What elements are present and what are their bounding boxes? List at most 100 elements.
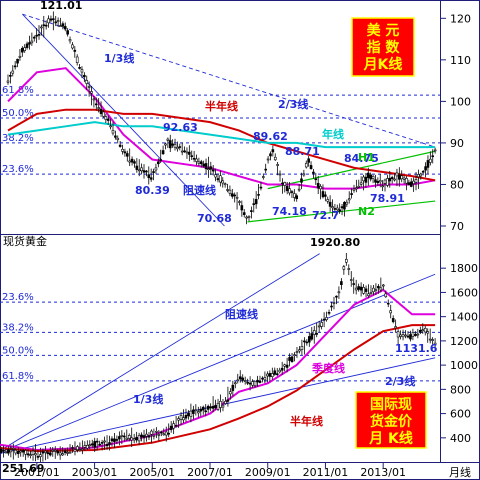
candle-body — [256, 379, 259, 383]
candle-body — [271, 373, 274, 377]
candle-body — [194, 409, 198, 412]
annotation-半年线: 半年线 — [205, 99, 238, 113]
candle-body — [162, 433, 166, 436]
bottom-title-box: 国际现 货金价 月 K线 — [355, 391, 427, 449]
candle-body — [126, 153, 129, 157]
y-tick-label: 400 — [450, 432, 471, 445]
candle-body — [36, 456, 40, 458]
candle-body — [369, 174, 372, 180]
y-tick-label: 90 — [450, 137, 464, 150]
y-tick-label: 1400 — [450, 311, 478, 324]
candle-body — [264, 168, 268, 171]
candle-body — [23, 47, 27, 51]
ma-line-年线 — [7, 121, 436, 149]
bottom-fib-levels: 23.6% 38.2% 50.0% 61.8% — [0, 292, 440, 382]
candle-body — [247, 216, 251, 218]
candle-body — [211, 169, 215, 172]
gold-panel-title: 现货黄金 — [3, 234, 47, 248]
candle-body — [374, 289, 378, 292]
candle-body — [364, 288, 368, 292]
value-label: 121.01 — [40, 0, 82, 12]
candle-body — [261, 377, 264, 380]
candle-body — [234, 382, 237, 385]
candle-body — [90, 443, 94, 446]
candle-body — [340, 281, 343, 285]
candle-body — [99, 108, 103, 115]
value-label: 78.91 — [370, 192, 405, 205]
candle-body — [388, 177, 392, 182]
candle-body — [147, 174, 151, 179]
value-label: 251.69 — [2, 462, 44, 475]
candle-body — [192, 157, 196, 160]
y-tick-label: 110 — [450, 54, 471, 67]
candle-body — [257, 194, 260, 196]
candle-body — [372, 287, 375, 293]
candle-body — [52, 18, 55, 21]
candle-body — [35, 34, 38, 37]
candle-body — [367, 172, 370, 179]
candle-body — [80, 69, 84, 73]
candle-body — [130, 158, 134, 163]
y-tick-label: 80 — [450, 178, 464, 191]
candle-body — [330, 305, 333, 308]
candle-body — [192, 409, 195, 414]
candle-body — [167, 432, 171, 435]
candle-body — [21, 450, 25, 453]
candle-body — [173, 144, 177, 148]
candle-body — [433, 149, 437, 152]
candle-body — [414, 334, 417, 336]
candle-body — [273, 370, 277, 375]
candle-body — [357, 286, 360, 290]
candle-body — [283, 364, 286, 367]
candle-body — [280, 367, 284, 371]
candle-body — [183, 150, 186, 153]
candle-body — [157, 434, 161, 436]
annotation-阻速线: 阻速线 — [225, 307, 258, 321]
annotation-半年线: 半年线 — [290, 414, 323, 428]
candle-body — [359, 182, 363, 185]
x-period-label: 月线 — [449, 465, 471, 479]
candle-body — [238, 376, 242, 380]
candle-body — [177, 418, 180, 421]
candle-body — [419, 329, 422, 333]
candle-body — [349, 279, 353, 281]
fib-level-label: 38.2% — [2, 322, 34, 333]
candle-body — [394, 326, 397, 329]
candle-body — [251, 381, 254, 386]
candle-body — [118, 144, 122, 147]
candle-body — [172, 423, 175, 429]
candle-body — [130, 437, 134, 441]
candle-body — [140, 434, 143, 438]
candle-body — [395, 172, 399, 177]
candle-body — [202, 163, 205, 167]
candle-body — [123, 435, 126, 438]
candle-body — [333, 208, 337, 210]
candle-body — [66, 30, 69, 35]
candle-body — [319, 186, 322, 190]
candle-body — [61, 23, 65, 27]
candle-body — [54, 21, 58, 24]
candle-body — [345, 259, 348, 263]
y-tick-label: 800 — [450, 383, 471, 396]
candle-body — [94, 103, 98, 106]
candle-body — [115, 439, 119, 441]
x-tick-label: 2001/01 — [14, 466, 60, 479]
candle-body — [16, 58, 19, 64]
candle-body — [412, 180, 415, 184]
candle-body — [137, 435, 141, 442]
annotation-1/3线: 1/3线 — [104, 51, 134, 65]
candle-body — [53, 449, 57, 452]
candle-body — [304, 163, 308, 168]
candle-body — [152, 434, 156, 437]
candle-body — [190, 155, 194, 157]
candle-body — [393, 178, 396, 181]
candle-body — [338, 209, 341, 212]
candle-body — [419, 173, 423, 177]
candle-body — [197, 411, 200, 414]
candle-body — [171, 143, 174, 146]
candle-body — [231, 384, 235, 391]
candle-body — [328, 201, 332, 207]
candle-body — [92, 98, 96, 101]
candle-body — [95, 440, 99, 443]
candle-body — [226, 399, 230, 402]
